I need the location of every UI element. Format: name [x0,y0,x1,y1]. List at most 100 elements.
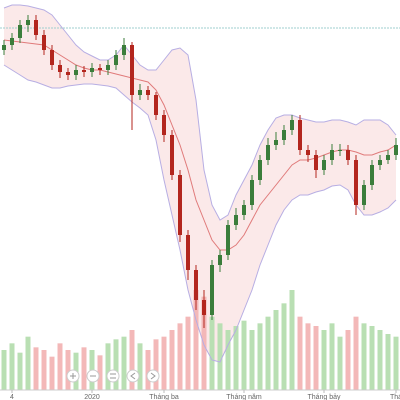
x-tick-label: Tháng năm [226,394,262,400]
volume-bar [329,323,335,390]
x-tick-label: 4 [10,394,14,400]
candle-body [170,135,174,175]
reset-button[interactable] [106,369,120,383]
volume-bar [361,323,367,390]
control-icon [150,372,156,380]
candle-body [210,265,214,315]
candle-body [346,150,350,160]
candle-body [258,160,262,180]
volume-bar [225,330,231,390]
volume-bar [233,326,239,390]
candle-body [114,55,118,65]
volume-bar [265,316,271,390]
candle-body [202,300,206,315]
candle-body [178,175,182,235]
volume-bar [257,323,263,390]
volume-bar [145,350,151,390]
candle-body [122,45,126,55]
candle-body [322,160,326,170]
candle-body [98,68,102,70]
candle-body [42,35,46,50]
volume-bar [305,323,311,390]
volume-bar [393,336,399,390]
volume-bar [369,326,375,390]
volume-bar [353,316,359,390]
volume-bar [281,303,287,390]
candle-body [330,150,334,160]
volume-bar [169,330,175,390]
candle-body [298,120,302,150]
volume-bar [385,334,391,390]
volume-bar [121,336,127,390]
volume-bar [249,330,255,390]
volume-bar [57,343,63,390]
volume-bar [65,350,71,390]
volume-bar [297,316,303,390]
volume-bar [1,350,7,390]
volume-bar [345,330,351,390]
candle-body [234,215,238,225]
pan-button[interactable] [146,369,160,383]
volume-bar [137,343,143,390]
candle-body [306,150,310,155]
candle-body [2,45,6,50]
pan-button[interactable] [126,369,140,383]
x-tick-label: Thá [390,394,400,400]
candle-body [338,150,342,151]
candle-body [10,38,14,45]
x-tick-label: Tháng ba [149,394,179,400]
volume-bar [185,316,191,390]
candle-body [282,130,286,140]
volume-bar [321,330,327,390]
control-icon [130,372,136,380]
x-tick-label: Tháng bảy [307,394,341,400]
volume-bar [177,323,183,390]
candle-body [394,145,398,155]
candle-body [130,45,134,95]
candle-body [218,255,222,265]
candle-body [354,160,358,205]
volume-bar [161,336,167,390]
volume-bar [25,336,31,390]
candle-body [82,70,86,72]
candle-body [154,95,158,115]
candle-body [370,165,374,185]
candle-body [194,270,198,300]
volume-bar [289,290,295,390]
candle-body [186,235,190,270]
candle-body [34,20,38,35]
band-upper [3,4,397,221]
candle-body [314,155,318,170]
control-icon [110,373,116,379]
candle-body [378,160,382,165]
volume-bar [105,343,111,390]
zoom-controls[interactable] [66,369,160,383]
volume-bar [217,323,223,390]
volume-bar [241,320,247,390]
candle-body [274,140,278,145]
volume-bar [129,330,135,390]
candle-body [74,70,78,75]
candle-body [18,25,22,38]
band-lower [3,64,397,363]
volume-bar [153,339,159,390]
candle-body [138,90,142,95]
candle-body [362,185,366,205]
candle-body [106,65,110,70]
candle-body [266,145,270,160]
volume-bar [113,339,119,390]
candle-body [66,72,70,75]
volume-bar [41,350,47,390]
candle-body [146,90,150,95]
volume-bar [337,336,343,390]
candle-body [386,155,390,160]
volume-bar [17,352,23,390]
volume-bar [377,330,383,390]
candle-body [90,68,94,72]
x-tick-label: 2020 [84,394,100,400]
volume-bar [273,310,279,390]
volume-bar [313,326,319,390]
volume-bar [33,347,39,390]
